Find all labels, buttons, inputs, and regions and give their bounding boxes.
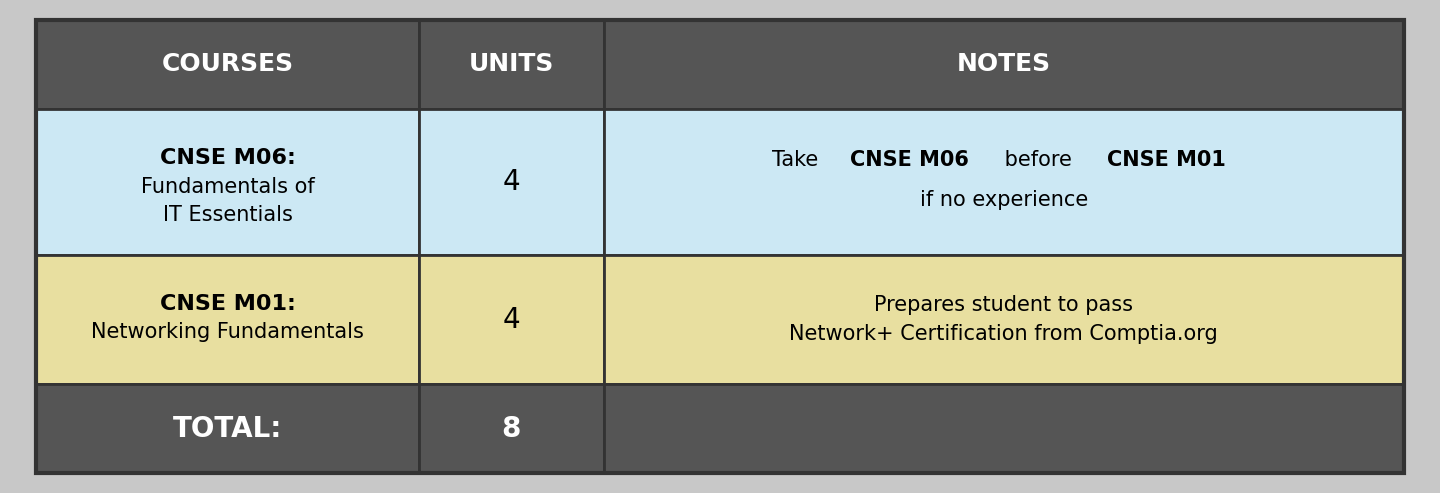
- Text: 4: 4: [503, 306, 520, 334]
- Bar: [419, 255, 603, 385]
- Text: if no experience: if no experience: [920, 190, 1089, 211]
- Text: TOTAL:: TOTAL:: [173, 415, 282, 443]
- Bar: [36, 20, 419, 108]
- Bar: [36, 108, 419, 255]
- Bar: [36, 385, 419, 473]
- Text: CNSE M06: CNSE M06: [850, 149, 969, 170]
- Text: CNSE M01: CNSE M01: [1107, 149, 1225, 170]
- Text: before: before: [998, 149, 1079, 170]
- Text: UNITS: UNITS: [468, 52, 554, 76]
- Text: 4: 4: [503, 168, 520, 196]
- Bar: [419, 20, 603, 108]
- Text: 8: 8: [501, 415, 521, 443]
- Text: CNSE M01:: CNSE M01:: [160, 294, 295, 314]
- Bar: [36, 255, 419, 385]
- Text: NOTES: NOTES: [956, 52, 1051, 76]
- Text: COURSES: COURSES: [161, 52, 294, 76]
- Bar: [419, 385, 603, 473]
- Text: Fundamentals of
IT Essentials: Fundamentals of IT Essentials: [141, 177, 314, 225]
- Text: Networking Fundamentals: Networking Fundamentals: [91, 322, 364, 342]
- Bar: [419, 108, 603, 255]
- Bar: [603, 20, 1404, 108]
- Bar: [603, 108, 1404, 255]
- Bar: [603, 385, 1404, 473]
- Text: Take: Take: [772, 149, 825, 170]
- Bar: [603, 255, 1404, 385]
- Text: CNSE M06:: CNSE M06:: [160, 148, 295, 168]
- Text: Prepares student to pass
Network+ Certification from Comptia.org: Prepares student to pass Network+ Certif…: [789, 295, 1218, 345]
